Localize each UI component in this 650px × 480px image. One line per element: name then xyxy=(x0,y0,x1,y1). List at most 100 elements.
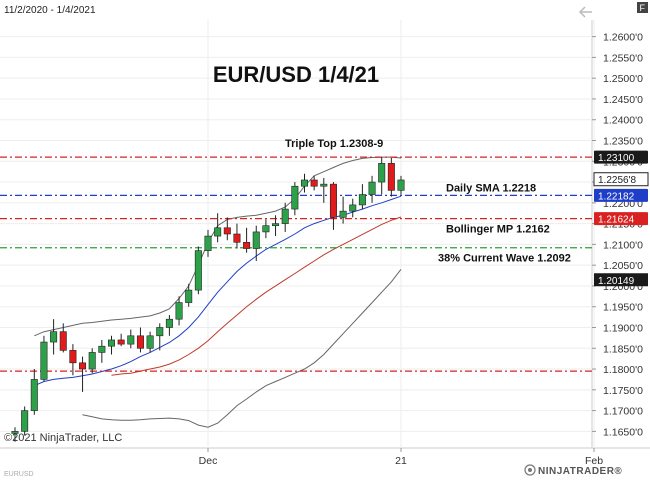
x-tick-label: Dec xyxy=(199,455,218,467)
y-grid xyxy=(0,36,592,432)
y-tick-label: 1.2600'0 xyxy=(603,32,643,44)
candle xyxy=(175,296,183,326)
y-tick-label: 1.2450'0 xyxy=(603,94,643,106)
candle xyxy=(310,175,318,191)
y-tick-label: 1.1850'0 xyxy=(603,343,643,355)
candle-body xyxy=(291,185,299,210)
candle-body xyxy=(50,331,58,343)
candle xyxy=(69,344,77,376)
price-badge-label: 1.2256'8 xyxy=(598,175,636,186)
candle xyxy=(329,182,337,230)
level-annotation: 38% Current Wave 1.2092 xyxy=(438,253,571,265)
candle-body xyxy=(11,431,19,434)
candle-body xyxy=(320,183,328,187)
y-tick-label: 1.2100'0 xyxy=(603,239,643,251)
candle xyxy=(50,319,58,355)
y-tick-label: 1.1750'0 xyxy=(603,385,643,397)
candle-body xyxy=(146,335,154,349)
candle xyxy=(320,177,328,203)
candle-body xyxy=(59,331,67,351)
candle xyxy=(339,196,347,224)
candle xyxy=(136,327,144,353)
price-badge-label: 1.22182 xyxy=(598,191,635,202)
candle-body xyxy=(243,242,251,249)
support-resistance-levels: Triple Top 1.2308-9 Daily SMA 1.2218 Bolli… xyxy=(0,138,592,372)
candle-body xyxy=(88,352,96,370)
y-tick-label: 1.2550'0 xyxy=(603,52,643,64)
candle-body xyxy=(387,163,395,191)
candle-body xyxy=(136,335,144,349)
candle-body xyxy=(358,194,366,206)
candle xyxy=(368,175,376,203)
candle xyxy=(281,202,289,232)
candle-body xyxy=(252,231,260,249)
price-badges: 1.23100 1.22182 1.21624 1.2256'8 1.20149 xyxy=(593,150,649,287)
x-axis-labels: Dec 21 Feb xyxy=(199,448,603,467)
candle-body xyxy=(329,183,337,218)
candle xyxy=(30,369,38,415)
candle xyxy=(358,184,366,210)
candle xyxy=(59,323,67,353)
candle xyxy=(108,335,116,355)
candle-body xyxy=(21,410,29,432)
candle xyxy=(349,198,357,218)
candle-body xyxy=(272,223,280,226)
candle xyxy=(165,315,173,336)
candle-body xyxy=(310,179,318,187)
price-badge xyxy=(594,212,648,226)
candle xyxy=(291,182,299,216)
y-tick-label: 1.1900'0 xyxy=(603,322,643,334)
price-badge xyxy=(594,273,648,287)
candle xyxy=(387,157,395,197)
candle xyxy=(214,213,222,243)
price-badge xyxy=(593,172,649,187)
candle-body xyxy=(98,345,106,353)
y-tick-label: 1.2400'0 xyxy=(603,115,643,127)
candle xyxy=(88,348,96,374)
candle-body xyxy=(214,227,222,237)
level-annotation: Triple Top 1.2308-9 xyxy=(285,138,383,150)
candle-body xyxy=(69,350,77,364)
bollinger-lower-line xyxy=(82,268,402,428)
price-badge xyxy=(594,188,648,202)
chart-title: EUR/USD 1/4/21 xyxy=(213,62,379,87)
candle-body xyxy=(40,341,48,380)
candle xyxy=(223,217,231,241)
back-arrow-icon[interactable] xyxy=(578,6,592,18)
copyright-text: ©2021 NinjaTrader, LLC xyxy=(4,432,122,444)
y-tick-label: 1.1650'0 xyxy=(603,426,643,438)
price-badge-label: 1.20149 xyxy=(598,276,635,287)
candle xyxy=(243,227,251,253)
candle xyxy=(194,246,202,295)
y-tick-label: 1.2350'0 xyxy=(603,136,643,148)
candle-body xyxy=(300,179,308,187)
y-tick-label: 1.1950'0 xyxy=(603,302,643,314)
candle xyxy=(156,323,164,351)
candle-body xyxy=(79,362,87,370)
candle xyxy=(397,175,405,195)
candle-body xyxy=(368,181,376,195)
candle xyxy=(40,335,48,382)
candle xyxy=(272,215,280,237)
candle-body xyxy=(165,318,173,328)
candle xyxy=(146,331,154,353)
y-tick-label: 1.2050'0 xyxy=(603,260,643,272)
candle-body xyxy=(204,235,212,251)
candle-body xyxy=(378,163,386,183)
candle xyxy=(98,339,106,363)
bollinger-upper-line xyxy=(34,156,402,337)
candle xyxy=(11,427,19,442)
candle-body xyxy=(339,210,347,218)
candle xyxy=(127,329,135,349)
candle-body xyxy=(349,204,357,212)
candle-body xyxy=(397,179,405,191)
candle-body xyxy=(117,339,125,345)
price-badge-label: 1.23100 xyxy=(598,153,635,164)
candle-body xyxy=(223,227,231,235)
flag-icon[interactable] xyxy=(637,2,648,13)
y-tick-label: 1.1700'0 xyxy=(603,406,643,418)
watermark-text: EURUSD xyxy=(4,471,34,478)
ninjatrader-logo-icon xyxy=(524,464,536,476)
candle-body xyxy=(185,289,193,303)
